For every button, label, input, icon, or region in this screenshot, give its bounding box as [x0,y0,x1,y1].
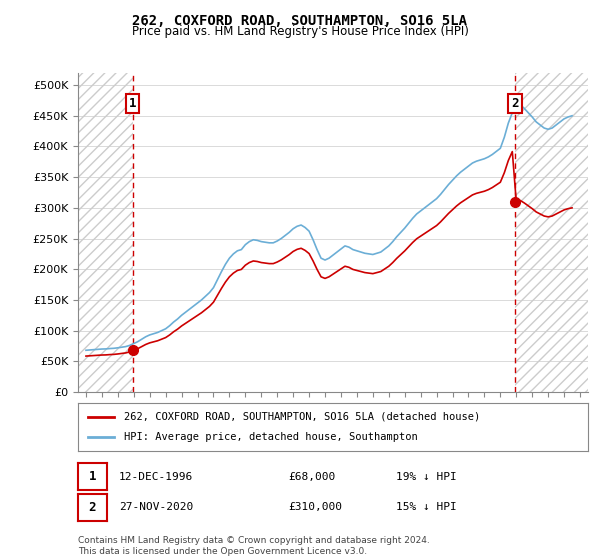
Bar [515,73,588,392]
Text: 15% ↓ HPI: 15% ↓ HPI [396,502,457,512]
Text: 1: 1 [129,97,136,110]
Text: 12-DEC-1996: 12-DEC-1996 [119,472,193,482]
Text: 27-NOV-2020: 27-NOV-2020 [119,502,193,512]
Bar [78,73,133,392]
Text: 2: 2 [511,97,518,110]
Text: £68,000: £68,000 [288,472,335,482]
Text: 19% ↓ HPI: 19% ↓ HPI [396,472,457,482]
Text: 262, COXFORD ROAD, SOUTHAMPTON, SO16 5LA: 262, COXFORD ROAD, SOUTHAMPTON, SO16 5LA [133,14,467,28]
Text: 2: 2 [89,501,96,514]
Text: Contains HM Land Registry data © Crown copyright and database right 2024.
This d: Contains HM Land Registry data © Crown c… [78,536,430,556]
Text: 262, COXFORD ROAD, SOUTHAMPTON, SO16 5LA (detached house): 262, COXFORD ROAD, SOUTHAMPTON, SO16 5LA… [124,412,480,422]
Text: 1: 1 [89,470,96,483]
Text: Price paid vs. HM Land Registry's House Price Index (HPI): Price paid vs. HM Land Registry's House … [131,25,469,38]
Text: £310,000: £310,000 [288,502,342,512]
Bar [78,73,133,392]
Text: HPI: Average price, detached house, Southampton: HPI: Average price, detached house, Sout… [124,432,418,442]
